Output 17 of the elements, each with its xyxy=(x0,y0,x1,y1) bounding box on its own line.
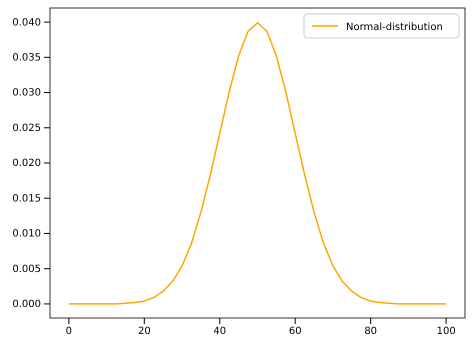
y-tick-label: 0.000 xyxy=(12,299,41,310)
y-tick-label: 0.025 xyxy=(12,122,41,134)
y-tick-label: 0.030 xyxy=(12,88,41,99)
y-tick-label: 0.040 xyxy=(12,17,41,28)
y-tick-label: 0.005 xyxy=(12,264,41,275)
legend-label: Normal-distribution xyxy=(346,22,443,33)
x-tick-label: 40 xyxy=(213,326,226,338)
y-tick-label: 0.020 xyxy=(12,158,41,170)
x-tick-label: 80 xyxy=(364,326,378,338)
line-series xyxy=(68,22,447,305)
x-tick-label: 60 xyxy=(288,326,302,338)
x-tick-label: 0 xyxy=(66,326,72,338)
x-tick-label: 100 xyxy=(436,326,456,338)
x-tick-label: 20 xyxy=(138,326,151,338)
y-tick-label: 0.010 xyxy=(12,228,41,240)
y-tick-label: 0.035 xyxy=(12,52,41,64)
y-tick-label: 0.015 xyxy=(12,193,41,204)
